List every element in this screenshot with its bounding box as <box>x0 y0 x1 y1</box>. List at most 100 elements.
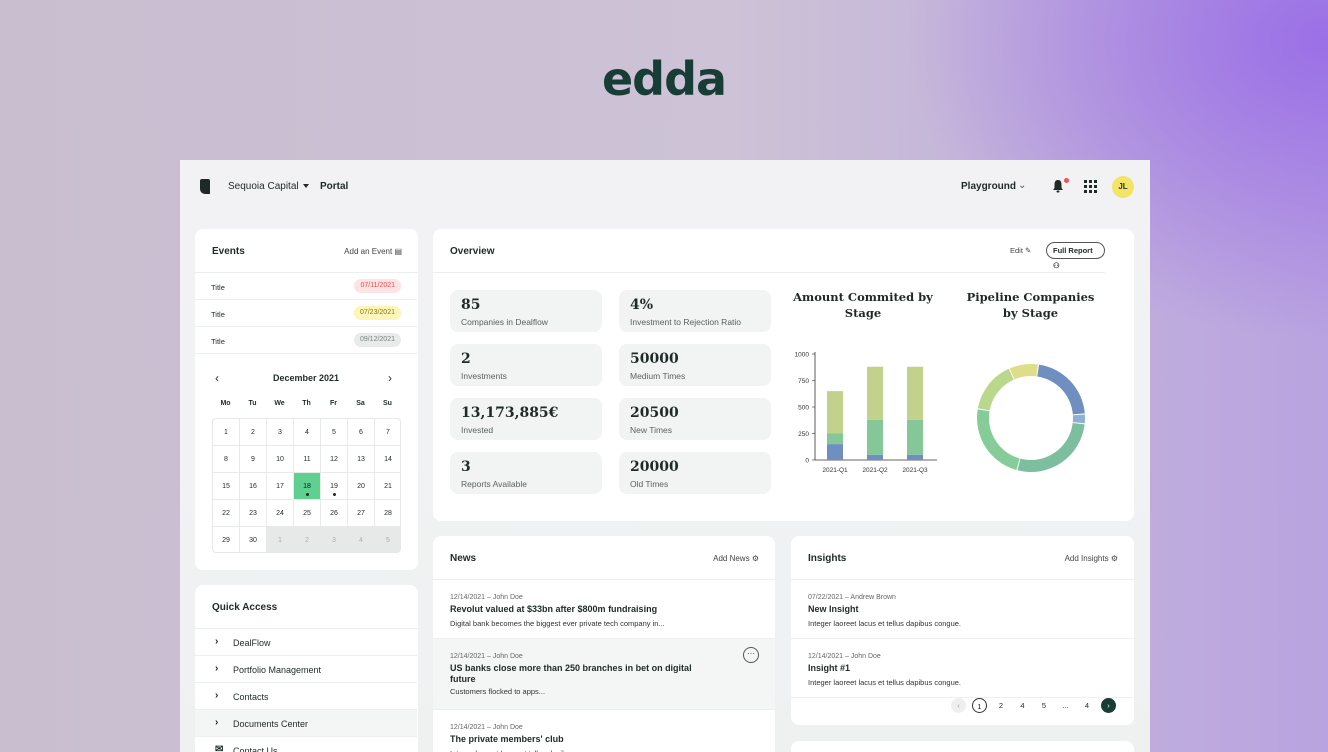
x-tick-label: 2021-Q2 <box>862 467 888 474</box>
stat-value: 20000 <box>630 459 679 475</box>
calendar-day[interactable]: 2 <box>294 527 321 552</box>
calendar-day[interactable]: 19 <box>321 473 348 500</box>
caret-down-icon[interactable] <box>303 184 309 188</box>
calendar-day[interactable]: 30 <box>240 527 267 552</box>
calendar-day[interactable]: 6 <box>348 419 375 446</box>
donut-chart <box>977 364 1085 472</box>
calendar-day[interactable]: 25 <box>294 500 321 527</box>
quick-access-item[interactable]: › Contacts <box>195 683 417 710</box>
org-switcher[interactable]: Sequoia Capital <box>228 181 299 192</box>
bar-segment <box>867 419 883 455</box>
workspace-switcher[interactable]: Playground <box>961 181 1017 192</box>
news-title: News <box>450 553 477 564</box>
quick-access-item[interactable]: ✉ Contact Us <box>195 737 417 752</box>
calendar-day[interactable]: 27 <box>348 500 375 527</box>
event-dot <box>306 493 309 496</box>
calendar-day[interactable]: 10 <box>267 446 294 473</box>
calendar-day[interactable]: 24 <box>267 500 294 527</box>
chevron-right-icon[interactable]: › <box>388 371 392 385</box>
page-number[interactable]: 1 <box>972 698 987 713</box>
bar-segment <box>907 366 923 420</box>
calendar-day[interactable]: 17 <box>267 473 294 500</box>
bar-chart-title: Amount Commited by Stage <box>793 290 933 320</box>
stat-card: 20000 Old Times <box>619 452 771 494</box>
add-event-button[interactable]: Add an Event ▤ <box>344 247 402 256</box>
calendar-day[interactable]: 1 <box>267 527 294 552</box>
calendar-day[interactable]: 3 <box>321 527 348 552</box>
page-number[interactable]: ... <box>1062 701 1069 710</box>
event-row[interactable]: Title 09/12/2021 <box>195 327 417 354</box>
calendar-day[interactable]: 9 <box>240 446 267 473</box>
news-meta: 12/14/2021 – John Doe <box>450 724 523 731</box>
calendar-day[interactable]: 14 <box>375 446 400 473</box>
insight-item[interactable]: 12/14/2021 – John Doe Insight #1 Integer l… <box>791 639 1134 698</box>
stat-value: 13,173,885€ <box>461 405 559 421</box>
insights-card: Insights Add Insights ⚙ 07/22/2021 – And… <box>791 536 1134 725</box>
calendar-day[interactable]: 13 <box>348 446 375 473</box>
add-news-button[interactable]: Add News ⚙ <box>713 554 759 563</box>
insight-body: Integer laoreet lacus et tellus dapibus … <box>808 678 962 687</box>
calendar-day[interactable]: 16 <box>240 473 267 500</box>
calendar-day[interactable]: 23 <box>240 500 267 527</box>
calendar-day[interactable]: 7 <box>375 419 400 446</box>
calendar-day[interactable]: 22 <box>213 500 240 527</box>
bar-chart: 0 250 500 750 1000 2021-Q1 2021-Q2 2021-Q3 <box>795 352 937 474</box>
stat-card: 50000 Medium Times <box>619 344 771 386</box>
apps-grid-icon[interactable] <box>1084 180 1097 193</box>
calendar-day[interactable]: 4 <box>348 527 375 552</box>
y-tick-label: 1000 <box>795 352 810 359</box>
calendar-day[interactable]: 26 <box>321 500 348 527</box>
calendar-day[interactable]: 15 <box>213 473 240 500</box>
stat-value: 2 <box>461 351 471 367</box>
event-title: Title <box>211 310 225 319</box>
bell-icon[interactable] <box>1052 179 1064 193</box>
weekday-label: Th <box>302 400 311 407</box>
news-body: Digital bank becomes the biggest ever pr… <box>450 619 665 628</box>
chevron-left-icon[interactable]: ‹ <box>215 371 219 385</box>
quick-access-item[interactable]: › Portfolio Management <box>195 656 417 683</box>
quick-access-item[interactable]: › DealFlow <box>195 629 417 656</box>
page-next-icon[interactable]: › <box>1101 698 1116 713</box>
page-number[interactable]: 2 <box>998 701 1004 710</box>
full-report-label: Full Report <box>1053 246 1093 255</box>
quick-access-label: DealFlow <box>233 638 271 648</box>
partial-card <box>791 741 1134 752</box>
news-item[interactable]: 12/14/2021 – John Doe Revolut valued at $… <box>433 580 775 639</box>
event-row[interactable]: Title 07/23/2021 <box>195 300 417 327</box>
page-prev-icon[interactable]: ‹ <box>951 698 966 713</box>
calendar-day[interactable]: 8 <box>213 446 240 473</box>
chevron-down-icon[interactable]: ⌄ <box>1018 180 1027 191</box>
quick-access-item[interactable]: › Documents Center <box>195 710 417 737</box>
calendar-day[interactable]: 5 <box>375 527 400 552</box>
calendar-day[interactable]: 3 <box>267 419 294 446</box>
avatar[interactable]: JL <box>1112 176 1134 198</box>
edit-button[interactable]: Edit ✎ <box>1010 246 1031 255</box>
calendar-day[interactable]: 1 <box>213 419 240 446</box>
app-logo-icon[interactable] <box>200 179 210 194</box>
calendar-day[interactable]: 2 <box>240 419 267 446</box>
add-insights-label: Add Insights <box>1064 554 1109 563</box>
calendar-day[interactable]: 29 <box>213 527 240 552</box>
stat-value: 85 <box>461 297 481 313</box>
news-body: Integer laoreet lacus et tellus dapibus … <box>450 749 603 752</box>
page-number[interactable]: 4 <box>1020 701 1025 710</box>
insight-item[interactable]: 07/22/2021 – Andrew Brown New Insight Inte… <box>791 580 1134 639</box>
news-item[interactable]: 12/14/2021 – John Doe US banks close more… <box>433 639 775 710</box>
portal-link[interactable]: Portal <box>320 181 349 192</box>
edit-label: Edit <box>1010 246 1023 255</box>
news-item[interactable]: 12/14/2021 – John Doe The private members… <box>433 710 775 752</box>
more-options-icon[interactable]: ··· <box>743 647 759 663</box>
weekday-label: We <box>274 400 285 407</box>
full-report-button[interactable]: Full Report ⚇ <box>1046 242 1105 270</box>
calendar-day[interactable]: 4 <box>294 419 321 446</box>
calendar-day[interactable]: 20 <box>348 473 375 500</box>
calendar-day[interactable]: 28 <box>375 500 400 527</box>
add-insights-button[interactable]: Add Insights ⚙ <box>1065 554 1118 563</box>
calendar-day[interactable]: 5 <box>321 419 348 446</box>
page-number[interactable]: 4 <box>1084 701 1090 710</box>
calendar-day[interactable]: 21 <box>375 473 400 500</box>
calendar-day[interactable]: 11 <box>294 446 321 473</box>
page-number[interactable]: 5 <box>1041 701 1047 710</box>
event-row[interactable]: Title 07/11/2021 <box>195 273 417 300</box>
calendar-day[interactable]: 12 <box>321 446 348 473</box>
